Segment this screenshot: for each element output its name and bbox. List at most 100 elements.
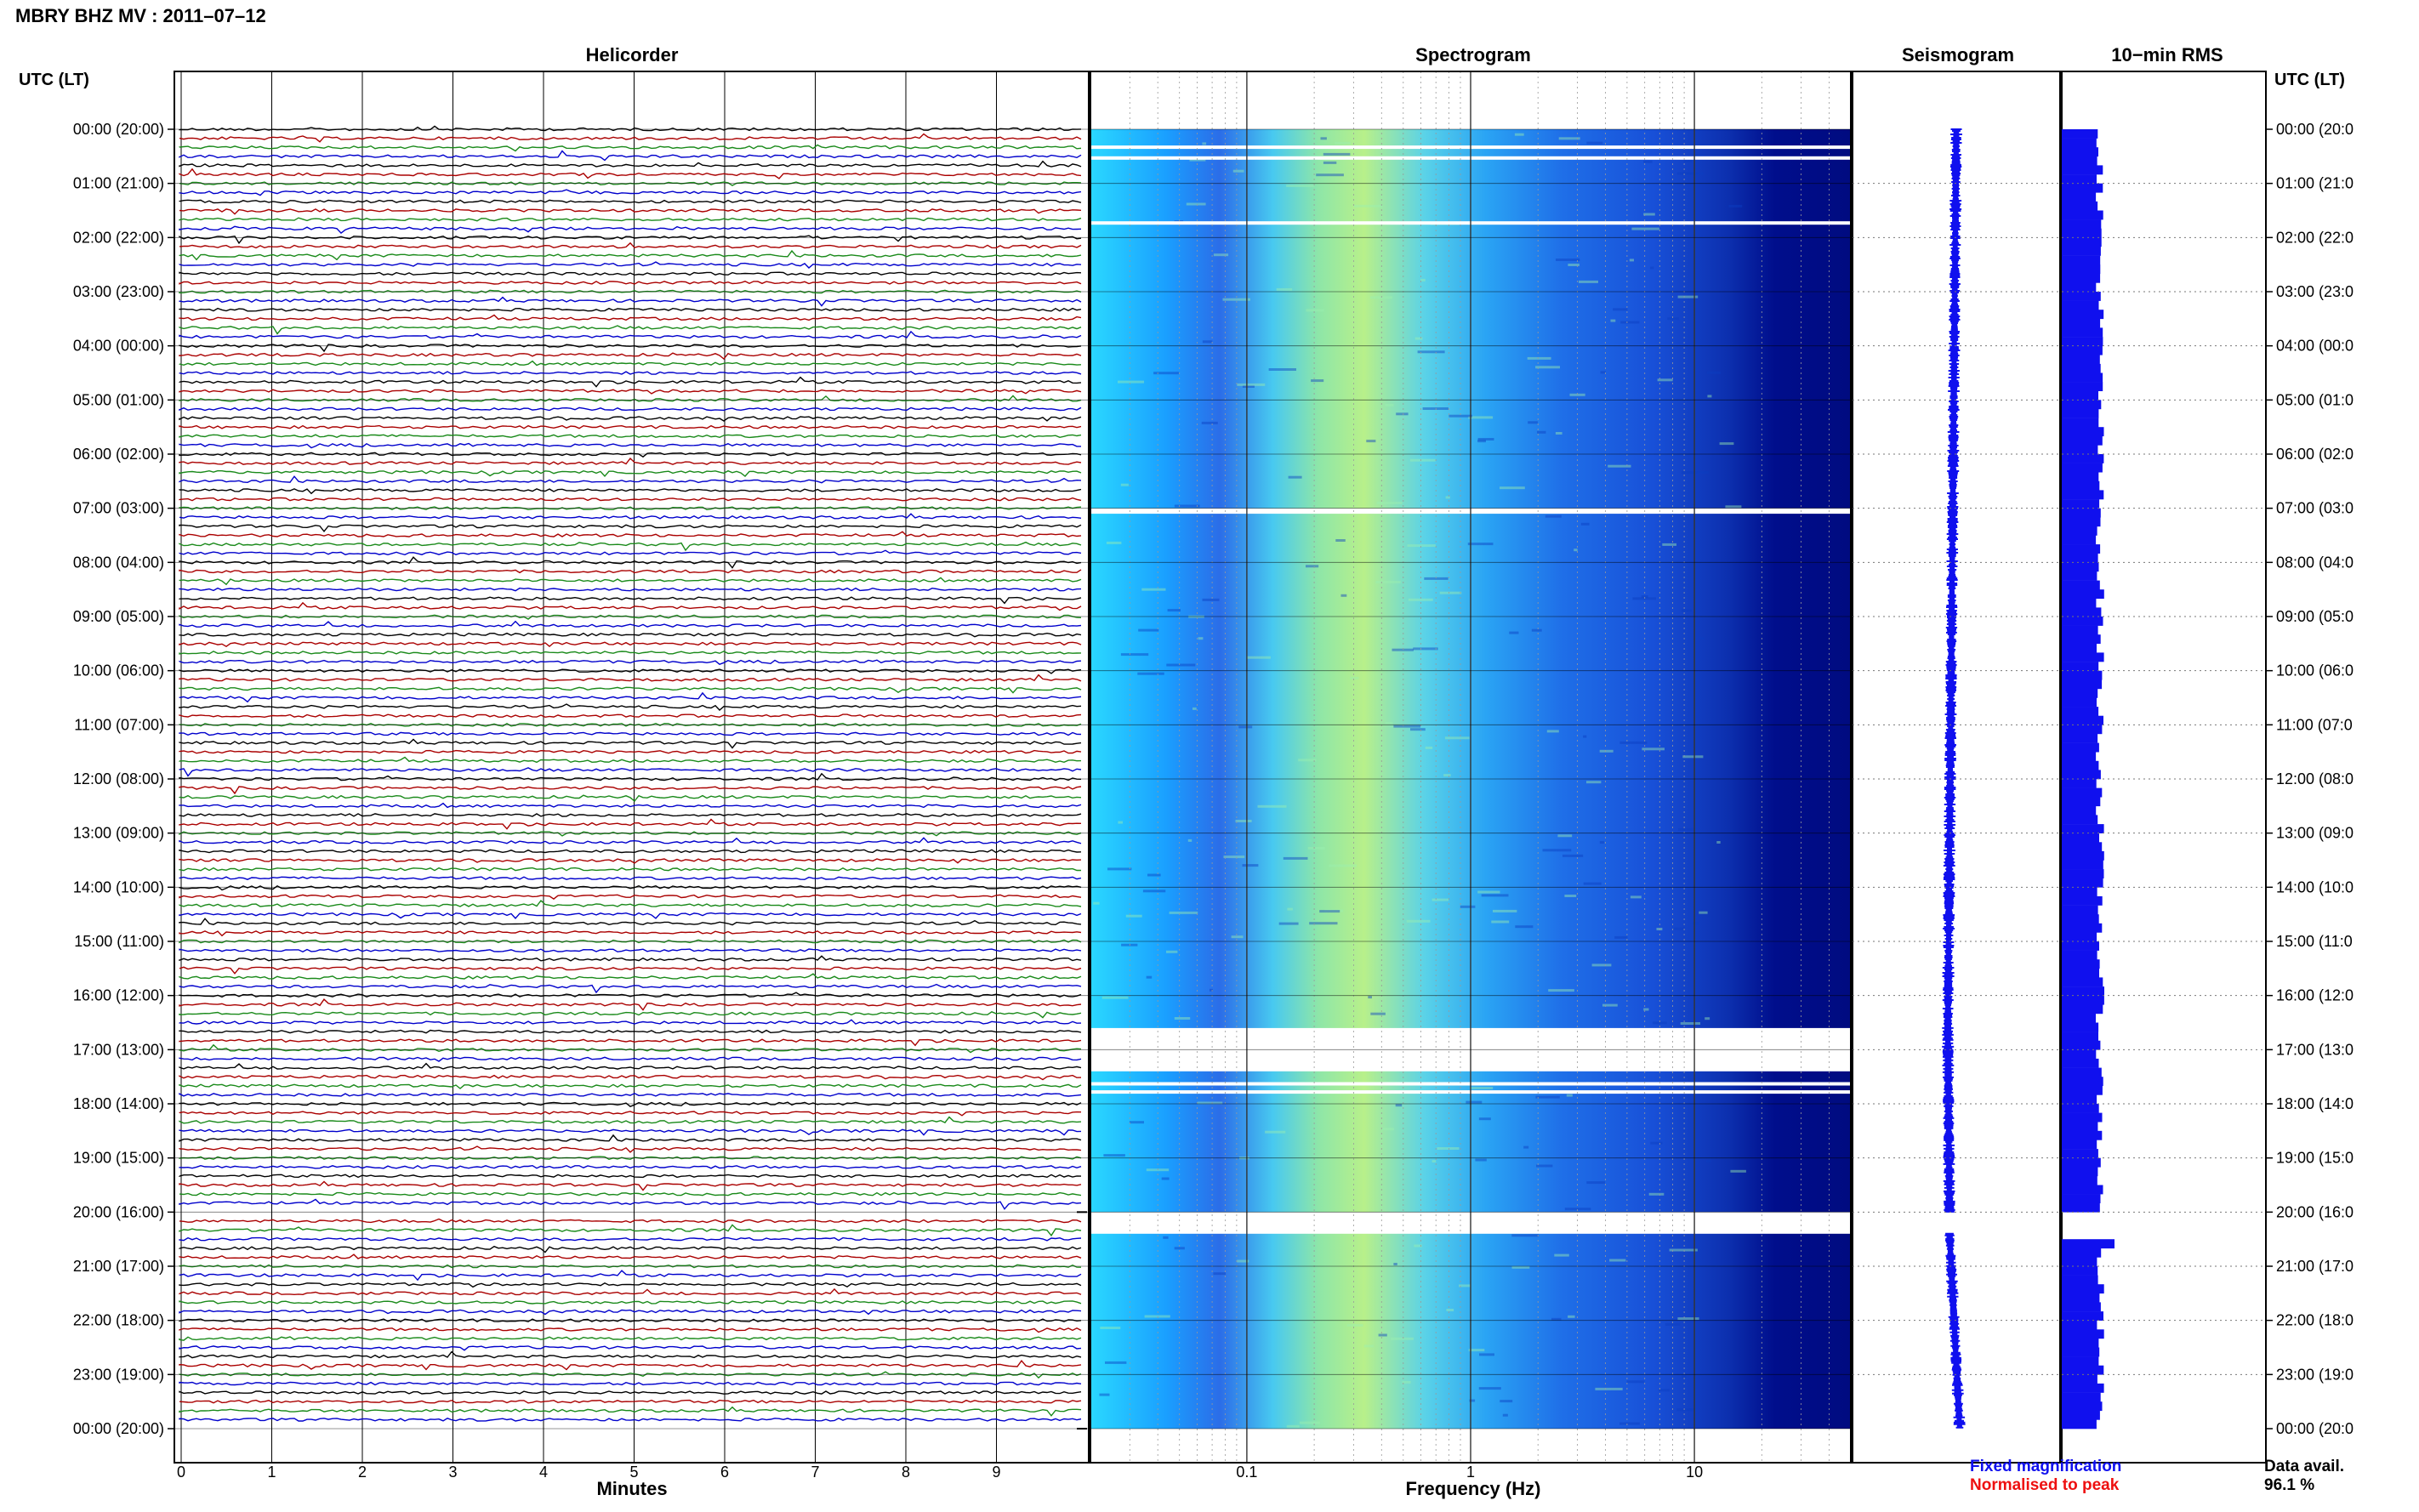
rms-bar <box>2062 995 2104 1005</box>
helicorder-trace <box>179 1390 1082 1395</box>
spectrogram-speckle <box>1719 442 1734 446</box>
spectrogram-speckle <box>1153 372 1180 375</box>
helicorder-trace <box>179 424 1082 429</box>
spectrogram-speckle <box>1682 755 1704 759</box>
spectrogram-speckle <box>1459 1284 1471 1287</box>
spectrogram-speckle <box>1591 963 1612 967</box>
spectrogram-speckle <box>1174 504 1200 508</box>
time-axis-labels: 00:00 (20:00) 01:00 (21:00) 02:00 (22:00) 0… <box>73 121 2354 1437</box>
rms-bar <box>2062 1320 2097 1330</box>
rms-bar <box>2062 499 2100 509</box>
rms-bar <box>2062 625 2098 635</box>
helicorder-xtick-0: 0 <box>177 1464 185 1481</box>
rms-bar <box>2062 733 2098 743</box>
spectrogram-speckle <box>1470 1087 1494 1089</box>
helicorder-trace <box>179 1300 1082 1305</box>
spectrogram-speckle <box>1335 539 1346 542</box>
rms-bar <box>2062 1077 2103 1087</box>
spectrogram-speckle <box>1316 173 1344 177</box>
rms-bar <box>2062 850 2104 861</box>
left-time-label: 01:00 (21:00) <box>73 175 164 192</box>
rms-bar <box>2062 445 2098 455</box>
spectrogram-speckle <box>1137 672 1164 675</box>
time-axis-label-left: UTC (LT) <box>19 71 89 89</box>
helicorder-xlabel: Minutes <box>596 1478 667 1499</box>
spectrogram-speckle <box>1609 1259 1626 1262</box>
spectrogram-speckle <box>1564 895 1577 897</box>
helicorder-trace <box>179 632 1082 638</box>
left-time-label: 05:00 (01:00) <box>73 391 164 408</box>
helicorder-trace <box>179 325 1082 335</box>
helicorder-trace <box>179 858 1082 864</box>
rms-bar <box>2062 282 2097 293</box>
rms-bar <box>2062 490 2104 500</box>
rms-bar <box>2062 228 2102 238</box>
rms-bar <box>2062 1347 2100 1357</box>
spectrogram-xtick-1: 1 <box>1466 1464 1475 1481</box>
helicorder-trace <box>179 1224 1082 1237</box>
helicorder-trace <box>179 912 1082 919</box>
right-time-label: 06:00 (02:0 <box>2276 446 2354 463</box>
rms-bar <box>2062 1004 2103 1015</box>
spectrogram-speckle <box>1716 841 1721 844</box>
helicorder-trace <box>179 596 1082 605</box>
spectrogram-speckle <box>1667 317 1680 321</box>
spectrogram-speckle <box>1242 385 1255 388</box>
rms-bar <box>2062 932 2097 942</box>
helicorder-trace <box>179 587 1082 592</box>
rms-bar <box>2062 390 2098 401</box>
helicorder-trace <box>179 659 1082 665</box>
spectrogram-speckle <box>1299 1421 1321 1424</box>
spectrogram-speckle <box>1580 522 1590 526</box>
spectrogram-speckle <box>1146 975 1153 979</box>
helicorder-trace <box>179 1399 1082 1404</box>
helicorder-trace <box>179 918 1082 926</box>
rms-bar <box>2062 553 2098 563</box>
helicorder-trace <box>179 614 1082 620</box>
helicorder-trace <box>179 1164 1082 1169</box>
rms-bar <box>2062 562 2099 572</box>
rms-bar <box>2062 1013 2096 1023</box>
helicorder-trace <box>179 144 1082 152</box>
helicorder-xtick-4: 4 <box>539 1464 548 1481</box>
rms-bar <box>2062 435 2103 446</box>
rms-bar <box>2062 670 2103 680</box>
helicorder-trace <box>179 1309 1082 1316</box>
helicorder-xtick-7: 7 <box>811 1464 819 1481</box>
left-time-label: 11:00 (07:00) <box>74 716 164 733</box>
rms-bar <box>2062 860 2103 870</box>
figure-title: MBRY BHZ MV : 2011–07–12 <box>15 5 266 26</box>
spectrogram-title: Spectrogram <box>1415 44 1531 65</box>
rms-bar <box>2062 1293 2100 1303</box>
helicorder-trace <box>179 973 1082 980</box>
spectrogram-speckle <box>1106 541 1122 544</box>
right-time-label: 09:00 (05:0 <box>2276 608 2354 625</box>
spectrogram-speckle <box>1643 160 1653 163</box>
spectrogram-speckle <box>1648 1192 1665 1196</box>
rms-bar <box>2062 571 2097 581</box>
helicorder-trace <box>179 352 1082 360</box>
spectrogram-speckle <box>1324 909 1344 912</box>
left-time-label: 12:00 (08:00) <box>73 770 164 787</box>
spectrogram-speckle <box>1493 909 1517 912</box>
spectrogram-speckle <box>1121 943 1138 946</box>
left-time-label: 15:00 (11:00) <box>74 933 164 950</box>
spectrogram-speckle <box>1557 834 1573 838</box>
helicorder-trace <box>179 199 1082 204</box>
spectrogram-speckle <box>1323 152 1351 156</box>
spectrogram-speckle <box>1099 1393 1110 1396</box>
left-time-label: 02:00 (22:00) <box>73 229 164 246</box>
spectrogram-speckle <box>1491 920 1510 924</box>
helicorder-trace <box>179 314 1082 321</box>
helicorder-trace <box>179 208 1082 215</box>
rms-bar <box>2062 156 2097 166</box>
rms-bar <box>2062 715 2103 725</box>
spectrogram-speckle <box>1579 280 1598 283</box>
spectrogram-speckle <box>1469 1399 1476 1402</box>
spectrogram-speckle <box>1223 855 1245 859</box>
spectrogram-speckle <box>1340 594 1347 597</box>
rms-bar <box>2062 1239 2114 1249</box>
spectrogram-speckle <box>1393 725 1421 728</box>
helicorder-trace <box>179 1111 1082 1117</box>
helicorder-trace <box>179 307 1082 312</box>
